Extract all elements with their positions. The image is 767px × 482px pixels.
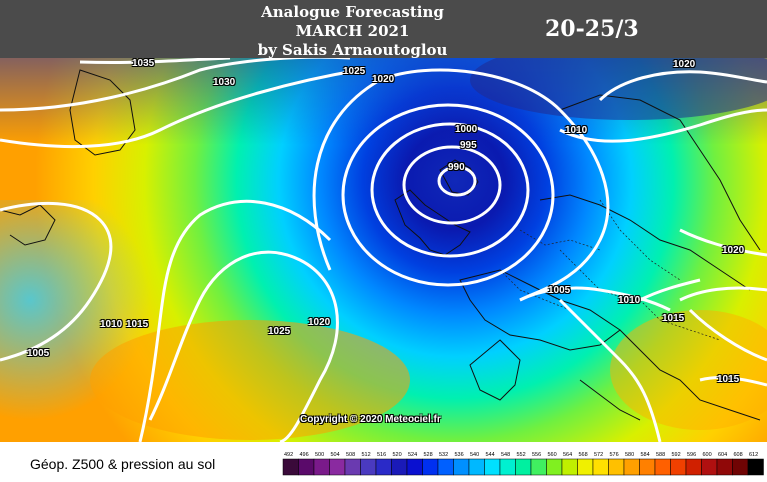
- colorbar-tick-label: 612: [749, 452, 758, 458]
- copyright-text: Copyright © 2020 Meteociel.fr: [300, 414, 441, 425]
- colorbar-swatch: [592, 458, 609, 476]
- colorbar-tick-label: 572: [594, 452, 603, 458]
- colorbar-tick-label: 516: [377, 452, 386, 458]
- colorbar-swatch: [422, 458, 439, 476]
- colorbar-swatch: [561, 458, 578, 476]
- colorbar-tick-label: 548: [501, 452, 510, 458]
- pressure-label: 1000: [455, 124, 478, 135]
- title-line-3: by Sakis Arnaoutoglou: [257, 41, 448, 59]
- pressure-label: 1010: [565, 125, 588, 136]
- colorbar-tick-label: 512: [362, 452, 371, 458]
- colorbar-swatch: [406, 458, 423, 476]
- colorbar-tick-label: 552: [517, 452, 526, 458]
- colorbar-swatch: [499, 458, 516, 476]
- colorbar-swatch: [577, 458, 594, 476]
- colorbar-tick-label: 540: [470, 452, 479, 458]
- colorbar-tick-label: 580: [625, 452, 634, 458]
- pressure-label: 1020: [308, 317, 331, 328]
- colorbar-swatch: [623, 458, 640, 476]
- pressure-label: 1020: [673, 59, 696, 70]
- pressure-label: 1010: [618, 295, 641, 306]
- colorbar-swatch: [732, 458, 749, 476]
- colorbar-swatch: [608, 458, 625, 476]
- colorbar-swatch: [360, 458, 377, 476]
- colorbar-swatch: [344, 458, 361, 476]
- colorbar-tick-label: 508: [346, 452, 355, 458]
- colorbar-tick-label: 576: [610, 452, 619, 458]
- colorbar-swatch: [313, 458, 330, 476]
- colorbar-tick-label: 544: [486, 452, 495, 458]
- title-line-1: Analogue Forecasting: [261, 3, 444, 21]
- pressure-label: 1010: [100, 319, 123, 330]
- colorbar-tick-label: 564: [563, 452, 572, 458]
- colorbar-tick-label: 496: [300, 452, 309, 458]
- colorbar-tick-label: 492: [284, 452, 293, 458]
- colorbar-swatch: [546, 458, 563, 476]
- pressure-label: 1015: [662, 313, 685, 324]
- pressure-label: 1005: [548, 285, 571, 296]
- pressure-label: 1035: [132, 58, 155, 69]
- pressure-label: 1030: [213, 77, 236, 88]
- pressure-label: 1025: [268, 326, 291, 337]
- colorbar-tick-label: 568: [579, 452, 588, 458]
- colorbar-swatch: [375, 458, 392, 476]
- colorbar-tick-label: 592: [672, 452, 681, 458]
- colorbar-tick-label: 608: [734, 452, 743, 458]
- pressure-label: 1025: [343, 66, 366, 77]
- colorbar-tick-label: 536: [455, 452, 464, 458]
- colorbar-tick-label: 556: [532, 452, 541, 458]
- colorbar-swatch: [468, 458, 485, 476]
- colorbar-swatch: [298, 458, 315, 476]
- legend-label: Géop. Z500 & pression au sol: [30, 456, 216, 472]
- colorbar-tick-label: 532: [439, 452, 448, 458]
- colorbar-swatch: [716, 458, 733, 476]
- colorbar-swatch: [747, 458, 764, 476]
- pressure-label: 1020: [372, 74, 395, 85]
- colorbar-swatch: [670, 458, 687, 476]
- colorbar-tick-label: 584: [641, 452, 650, 458]
- colorbar-tick-label: 524: [408, 452, 417, 458]
- colorbar-tick-label: 504: [331, 452, 340, 458]
- colorbar-tick-label: 520: [393, 452, 402, 458]
- pressure-label: 1015: [126, 319, 149, 330]
- colorbar-swatch: [484, 458, 501, 476]
- colorbar-swatch: [453, 458, 470, 476]
- colorbar-swatch: [515, 458, 532, 476]
- isobar-group: [0, 55, 767, 444]
- colorbar-tick-label: 528: [424, 452, 433, 458]
- colorbar-swatch: [685, 458, 702, 476]
- pressure-label: 1020: [722, 245, 745, 256]
- date-range: 20-25/3: [545, 16, 639, 42]
- pressure-label: 990: [448, 162, 465, 173]
- colorbar-swatch: [639, 458, 656, 476]
- colorbar-tick-label: 588: [656, 452, 665, 458]
- colorbar-swatch: [329, 458, 346, 476]
- pressure-label: 1005: [27, 348, 50, 359]
- colorbar-swatch: [530, 458, 547, 476]
- colorbar-swatch: [391, 458, 408, 476]
- colorbar-tick-label: 500: [315, 452, 324, 458]
- colorbar-swatch: [437, 458, 454, 476]
- header-band: [0, 0, 767, 58]
- colorbar-svg: 492 496 500 504 508 512 516 520 524 528 532 536 540 5…: [282, 452, 764, 476]
- colorbar-tick-label: 600: [703, 452, 712, 458]
- colorbar-swatch: [282, 458, 299, 476]
- title-line-2: MARCH 2021: [295, 22, 410, 40]
- pressure-label: 995: [460, 140, 477, 151]
- colorbar-swatch: [654, 458, 671, 476]
- colorbar-tick-label: 560: [548, 452, 557, 458]
- colorbar-tick-label: 596: [687, 452, 696, 458]
- colorbar-tick-label: 604: [718, 452, 727, 458]
- colorbar-swatch: [701, 458, 718, 476]
- pressure-label: 1015: [717, 374, 740, 385]
